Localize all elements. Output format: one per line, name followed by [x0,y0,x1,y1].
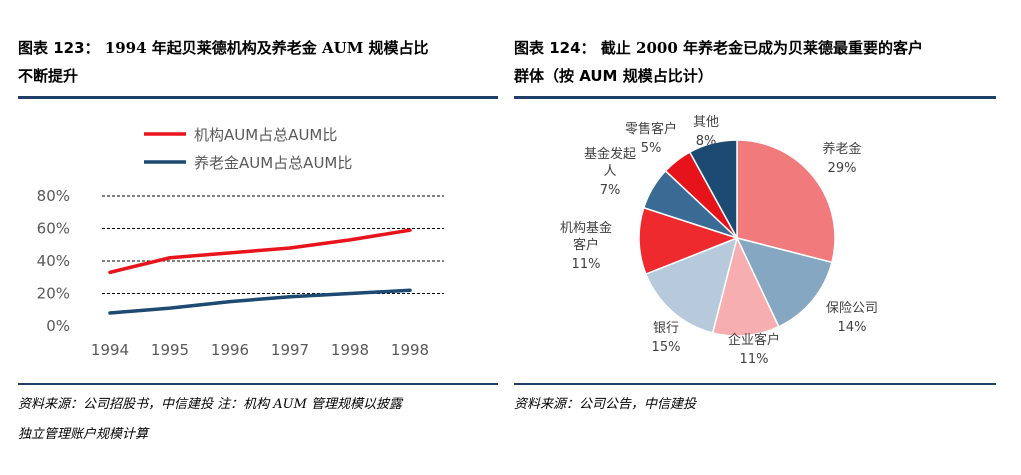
pie-pct: 7% [600,183,621,198]
pie-label: 保险公司 14% [826,301,878,335]
pie-label: 基金发起人 7% [584,146,636,198]
pie-slice [736,139,836,264]
left-title-line1: 1994 年起贝莱德机构及养老金 AUM 规模占比 [104,39,429,57]
line-chart: 0%20%40%60%80% 1994 1995 1996 1997 1998 1998 … [37,126,444,359]
left-source-note: 资料来源：公司招股书，中信建投 注：机构 AUM 管理规模以披露 独立管理账户规… [18,390,402,450]
x-tick-label: 1998 [331,341,369,359]
pie-slice [688,139,738,239]
pie-pct: 29% [828,161,857,176]
pie-pct: 15% [652,340,681,355]
right-figure-title: 图表 124： 截止 2000 年养老金已成为贝莱德最重要的客户 群体（按 AU… [514,34,996,90]
line-chart-grid [102,195,444,294]
left-source-line1: 资料来源：公司招股书，中信建投 注：机构 AUM 管理规模以披露 [18,397,403,412]
left-figure-title: 图表 123： 1994 年起贝莱德机构及养老金 AUM 规模占比 不断提升 [18,34,498,90]
right-title-line2: 群体（按 AUM 规模占比计） [514,67,713,85]
series-line-pension [108,288,412,315]
pie-label: 机构基金客户 11% [560,220,612,272]
right-figure-number: 图表 124： [514,39,596,57]
pie-slice [711,235,780,337]
pie-pct: 14% [838,320,867,335]
y-tick-label: 60% [37,220,70,238]
pie-slice [735,236,833,328]
x-tick-label: 1994 [91,341,129,359]
right-top-rule [514,96,996,99]
pie-pct: 5% [641,141,662,156]
right-bottom-rule [514,383,996,385]
left-bottom-rule [18,383,498,385]
left-figure-number: 图表 123： [18,39,100,57]
pie-label: 企业客户 11% [728,332,780,367]
line-chart-series [108,228,412,315]
y-tick-label: 20% [37,285,70,303]
y-tick-label: 80% [37,187,70,205]
x-tick-label: 1997 [271,341,309,359]
pie-pct: 11% [572,257,601,272]
pie-chart: 养老金 29% 保险公司 14% 企业客户 11% 银行 15% 机构基金客户 11% 基金发起人 7… [560,115,878,367]
pie-slice [638,206,740,276]
left-title-line2: 不断提升 [18,67,79,85]
y-tick-label: 0% [46,317,70,335]
pie-slice [644,236,739,334]
right-source-line1: 资料来源：公司公告，中信建投 [514,397,697,412]
left-top-rule [18,96,498,99]
x-tick-label: 1995 [151,341,189,359]
legend-label: 机构AUM占总AUM比 [194,126,337,144]
x-tick-label: 1998 [391,341,429,359]
left-source-line2: 独立管理账户规模计算 [18,427,149,442]
y-tick-label: 40% [37,252,70,270]
line-chart-y-ticks: 0% 20% 40% 60% 80% [37,187,70,335]
pie-pct: 8% [696,134,717,149]
pie-label: 零售客户 5% [625,121,677,156]
right-source-note: 资料来源：公司公告，中信建投 [514,390,696,420]
pie-pct: 11% [740,352,769,367]
series-line-institutional [108,228,412,275]
pie-label: 其他 8% [693,115,719,149]
pie-chart-slices [638,139,836,337]
pie-chart-labels: 养老金 29% 保险公司 14% 企业客户 11% 银行 15% 机构基金客户 11% 基金发起人 7… [560,115,878,367]
right-title-line1: 截止 2000 年养老金已成为贝莱德最重要的客户 [600,39,923,57]
line-chart-x-ticks: 1994 1995 1996 1997 1998 1998 [91,341,429,359]
pie-label: 银行 15% [652,321,681,355]
legend-label: 养老金AUM占总AUM比 [194,154,352,172]
pie-label: 养老金 29% [822,141,861,176]
x-tick-label: 1996 [211,341,249,359]
